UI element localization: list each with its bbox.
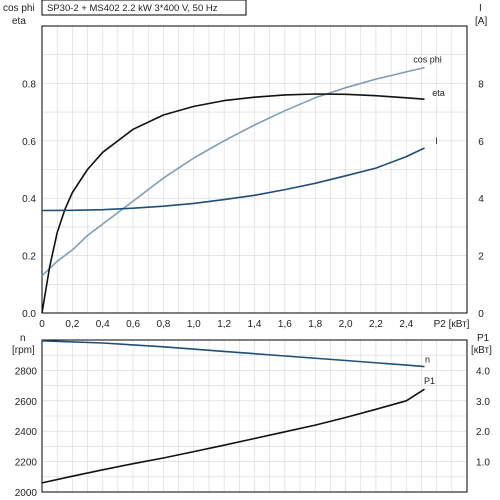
top-right-axis-label-1: I: [479, 3, 482, 14]
bottom-chart-grid: [42, 340, 467, 492]
top-chart-grid: [42, 26, 467, 313]
top-left-tick-label: 0.0: [22, 309, 36, 320]
bottom-left-tick-label: 2200: [15, 458, 38, 469]
bottom-left-axis-label-2: [rpm]: [12, 345, 35, 356]
series-line-P1: [41, 388, 425, 484]
series-label-n: n: [425, 355, 430, 365]
top-right-tick-label: 0: [478, 309, 484, 320]
series-line-eta: [41, 93, 425, 314]
bottom-right-tick-label: 1.0: [476, 458, 490, 469]
x-tick-label: 0,2: [65, 319, 79, 330]
bottom-left-tick-label: 2800: [15, 366, 38, 377]
chart-title: SP30-2 + MS402 2.2 kW 3*400 V, 50 Hz: [47, 3, 218, 14]
bottom-plot-frame: [41, 339, 468, 493]
x-axis-label: P2 [кВт]: [434, 319, 470, 330]
top-left-axis-label-2: eta: [12, 16, 26, 27]
top-left-tick-label: 0.6: [22, 137, 36, 148]
bottom-right-axis-label-2: [кВт]: [471, 345, 492, 356]
x-tick-label: 0,6: [126, 319, 140, 330]
x-tick-label: 0,4: [96, 319, 110, 330]
bottom-left-tick-label: 2400: [15, 427, 38, 438]
series-line-I: [41, 147, 425, 212]
bottom-left-tick-label: 2600: [15, 397, 38, 408]
top-plot-frame: [41, 25, 468, 314]
bottom-right-tick-label: 2.0: [476, 427, 490, 438]
bottom-left-tick-label: 2000: [15, 488, 38, 499]
top-right-tick-label: 2: [478, 252, 484, 263]
x-tick-label: 1,0: [187, 319, 201, 330]
bottom-left-axis-label-1: n: [20, 333, 26, 344]
series-label-cos-phi: cos phi: [413, 55, 442, 65]
top-right-tick-label: 8: [478, 79, 484, 90]
top-left-tick-label: 0.4: [22, 194, 36, 205]
series-label-P1: P1: [424, 376, 435, 386]
top-left-axis-label-1: cos phi: [3, 3, 35, 14]
x-tick-label: 1,2: [217, 319, 231, 330]
top-left-tick-label: 0.2: [22, 252, 36, 263]
title-box: [41, 0, 247, 16]
chart-labels: 0 0,2 0,4 0,6 0,8 1,0 1,2 1,4 1,6 1,8 2,0 2,2 2,4 P2 …: [15, 55, 491, 499]
bottom-chart-series: [41, 340, 425, 484]
x-tick-label: 1,4: [248, 319, 262, 330]
series-label-I: I: [435, 136, 438, 146]
series-label-eta: eta: [432, 88, 445, 98]
x-tick-label: 1,8: [308, 319, 322, 330]
bottom-right-axis-label-1: P1: [477, 333, 490, 344]
series-line-n: [41, 340, 425, 368]
x-tick-label: 2,2: [369, 319, 383, 330]
x-tick-label: 2,4: [399, 319, 413, 330]
top-chart-series: [41, 66, 425, 314]
bottom-right-tick-label: 4.0: [476, 366, 490, 377]
top-left-tick-label: 0.8: [22, 79, 36, 90]
x-tick-label: 0,8: [156, 319, 170, 330]
top-right-tick-label: 6: [478, 137, 484, 148]
x-tick-label: 2,0: [339, 319, 353, 330]
top-right-axis-label-2: [A]: [475, 16, 487, 27]
top-right-tick-label: 4: [478, 194, 484, 205]
series-line-cos-phi: [41, 66, 425, 277]
x-tick-label: 1,6: [278, 319, 292, 330]
bottom-right-tick-label: 3.0: [476, 397, 490, 408]
x-tick-label: 0: [39, 319, 45, 330]
